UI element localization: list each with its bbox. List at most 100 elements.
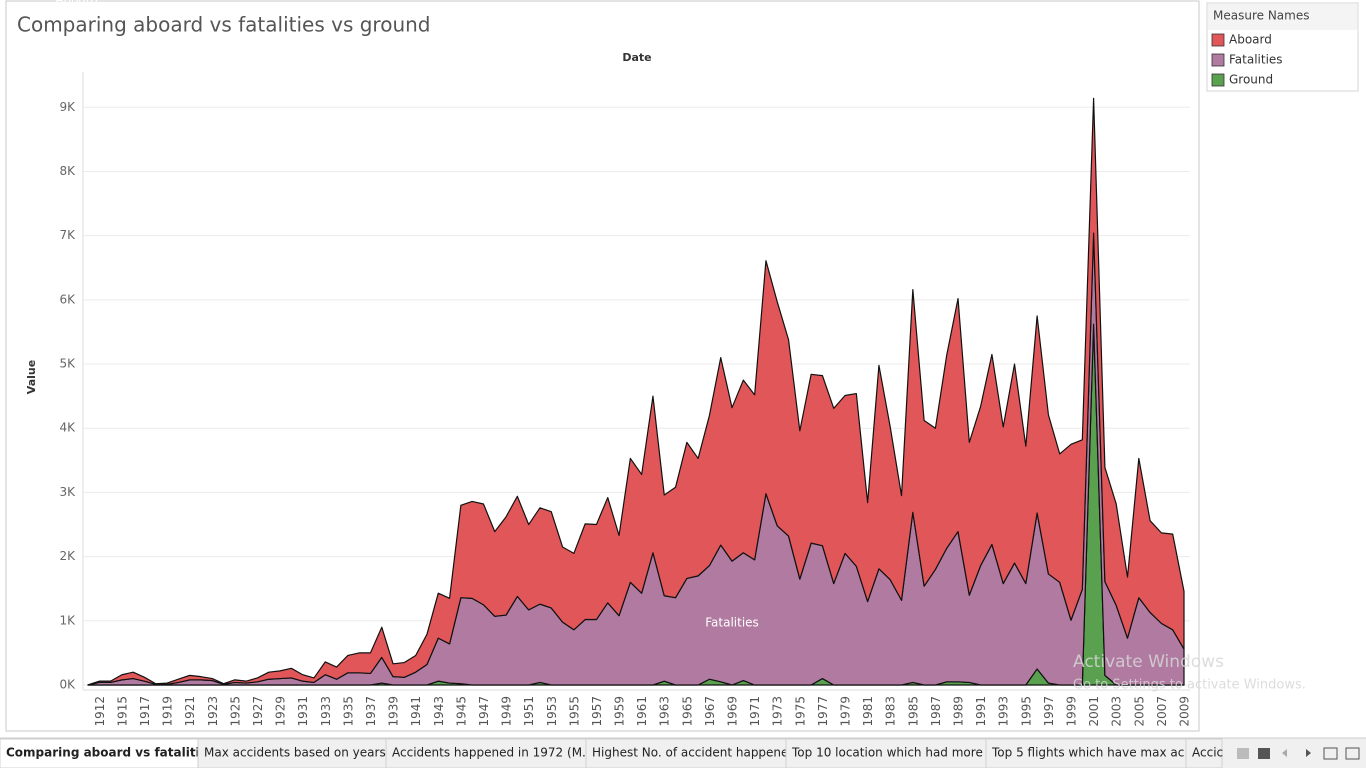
tab-background	[0, 738, 199, 768]
y-tick-label: 1K	[59, 613, 76, 627]
x-tick-label: 1943	[432, 696, 446, 727]
x-tick-label: 1995	[1019, 696, 1033, 727]
x-axis-title: Date	[622, 51, 651, 64]
x-tick-label: 1927	[251, 696, 265, 727]
y-tick-label: 2K	[59, 549, 76, 563]
fit[interactable]	[1323, 747, 1338, 760]
x-tick-label: 1925	[228, 696, 242, 727]
x-tick-label: 1912	[93, 696, 107, 727]
x-tick-label: 1991	[974, 696, 988, 727]
x-tick-label: 1919	[161, 696, 175, 727]
x-tick-label: 1955	[567, 696, 581, 727]
x-tick-label: 1957	[590, 696, 604, 727]
x-tick-label: 1941	[409, 696, 423, 727]
x-tick-label: 1961	[635, 696, 649, 727]
x-tick-label: 2005	[1132, 696, 1146, 727]
x-tick-label: 1951	[522, 696, 536, 727]
next[interactable]	[1306, 749, 1311, 757]
tab-label[interactable]: Max accidents based on years	[204, 746, 386, 760]
film-strip[interactable]	[1237, 748, 1249, 759]
tab-label[interactable]: Top 10 location which had more ...	[791, 746, 998, 760]
legend-label: Ground	[1229, 73, 1273, 87]
x-tick-label: 1945	[454, 696, 468, 727]
x-tick-label: 1959	[613, 696, 627, 727]
x-tick-label: 1931	[296, 696, 310, 727]
x-tick-label: 1981	[861, 696, 875, 727]
x-tick-label: 2007	[1155, 696, 1169, 727]
watermark-text: Go to Settings to activate Windows.	[1073, 678, 1306, 693]
sheet-tab[interactable]: Accic	[1185, 738, 1223, 768]
legend-label: Fatalities	[1229, 53, 1283, 67]
x-tick-label: 1971	[748, 696, 762, 727]
x-tick-label: 1949	[500, 696, 514, 727]
y-tick-label: 0K	[59, 678, 76, 692]
x-tick-label: 1921	[183, 696, 197, 727]
tab-label[interactable]: Top 5 flights which have max ac...	[991, 746, 1196, 760]
y-tick-label: 7K	[59, 228, 76, 242]
x-tick-label: 1935	[341, 696, 355, 727]
sheet-tab[interactable]: Highest No. of accident happene...	[585, 738, 800, 768]
x-tick-label: 1997	[1042, 696, 1056, 727]
x-tick-label: 1965	[680, 696, 694, 727]
y-tick-label: 3K	[59, 485, 76, 499]
tab-background	[197, 738, 387, 768]
tab-label[interactable]: Comparing aboard vs fatalitie...	[6, 746, 221, 760]
x-tick-label: 1963	[658, 696, 672, 727]
x-tick-label: 1917	[138, 696, 152, 727]
legend-swatch	[1211, 73, 1225, 87]
y-tick-label: 4K	[59, 421, 76, 435]
x-tick-label: 1975	[793, 696, 807, 727]
x-tick-label: 1939	[387, 696, 401, 727]
tab-label[interactable]: Accidents happened in 1972 (M...	[392, 746, 594, 760]
watermark-title: Activate Windows	[1073, 652, 1224, 672]
x-tick-label: 1983	[884, 696, 898, 727]
x-tick-label: 1947	[477, 696, 491, 727]
x-tick-label: 1987	[929, 696, 943, 727]
x-tick-label: 1993	[997, 696, 1011, 727]
y-tick-label: 5K	[59, 357, 76, 371]
area-label: Fatalities	[705, 616, 759, 630]
x-tick-label: 1985	[906, 696, 920, 727]
y-axis-title: Value	[25, 360, 38, 394]
legend-swatch	[1211, 53, 1225, 67]
sheet-tab[interactable]: Comparing aboard vs fatalitie...	[0, 738, 221, 768]
tab-background	[1185, 738, 1223, 768]
chart-title: Comparing aboard vs fatalities vs ground	[17, 13, 431, 37]
prev[interactable]	[1282, 749, 1287, 757]
legend-swatch	[1211, 33, 1225, 47]
x-tick-label: 1929	[274, 696, 288, 727]
area-aboard	[87, 97, 1185, 686]
x-tick-label: 1973	[771, 696, 785, 727]
x-tick-label: 1923	[206, 696, 220, 727]
sheet-tab[interactable]: Top 5 flights which have max ac...	[985, 738, 1196, 768]
tab-view[interactable]	[1258, 748, 1270, 759]
x-tick-label: 1989	[952, 696, 966, 727]
x-tick-label: 1977	[816, 696, 830, 727]
x-tick-label: 1969	[726, 696, 740, 727]
x-tick-label: 1999	[1065, 696, 1079, 727]
nav-controls[interactable]	[1237, 747, 1360, 760]
tab-label[interactable]: Highest No. of accident happene...	[592, 746, 800, 760]
tab-label[interactable]: Accic	[1192, 746, 1223, 760]
x-tick-label: 1979	[839, 696, 853, 727]
present[interactable]	[1345, 747, 1360, 760]
legend-header	[1208, 4, 1357, 30]
y-tick-label: 9K	[59, 100, 76, 114]
sheet-tab[interactable]: Accidents happened in 1972 (M...	[385, 738, 594, 768]
x-tick-label: 1953	[545, 696, 559, 727]
x-tick-label: 2009	[1178, 696, 1192, 727]
x-tick-label: 2003	[1110, 696, 1124, 727]
legend-label: Aboard	[1229, 33, 1272, 47]
x-tick-label: 1933	[319, 696, 333, 727]
sheet-tab[interactable]: Max accidents based on years	[197, 738, 387, 768]
sheet-tab[interactable]: Top 10 location which had more ...	[785, 738, 998, 768]
y-tick-label: 8K	[59, 164, 76, 178]
x-tick-label: 1937	[364, 696, 378, 727]
area-label: Aboard	[55, 0, 98, 7]
x-tick-label: 2001	[1087, 696, 1101, 727]
legend-title: Measure Names	[1213, 9, 1309, 23]
x-tick-label: 1967	[703, 696, 717, 727]
x-tick-label: 1915	[115, 696, 129, 727]
